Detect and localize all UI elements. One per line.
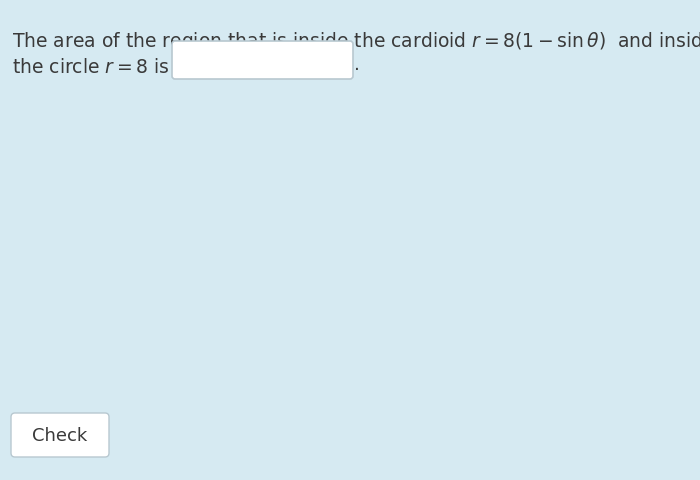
Text: Check: Check [32, 426, 88, 444]
Text: The area of the region that is inside the cardioid $r = 8(1 - \sin\theta)$  and : The area of the region that is inside th… [12, 30, 700, 53]
FancyBboxPatch shape [11, 413, 109, 457]
FancyBboxPatch shape [172, 42, 353, 80]
Text: .: . [354, 55, 360, 74]
Text: the circle $r = 8$ is: the circle $r = 8$ is [12, 58, 169, 77]
